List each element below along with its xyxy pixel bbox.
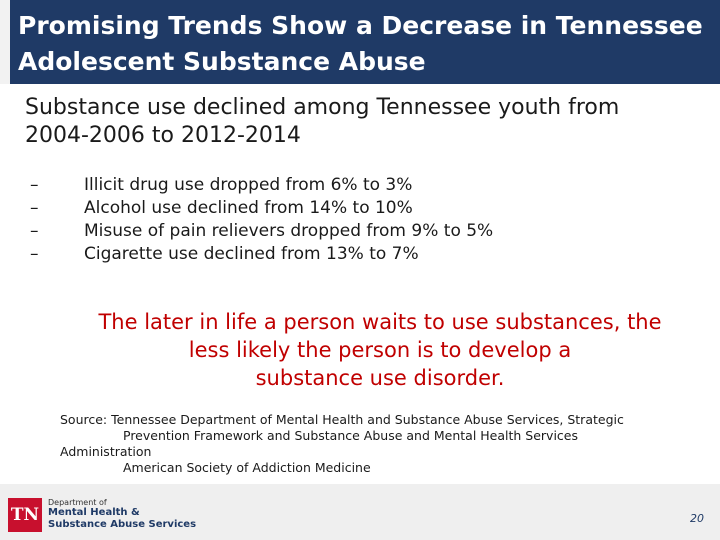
- footer-bar: [0, 484, 720, 540]
- title-bar: [0, 0, 720, 84]
- list-item-text: Alcohol use declined from 14% to 10%: [84, 198, 413, 218]
- bullet-dash: –: [30, 175, 39, 195]
- slide-title-line-2: Adolescent Substance Abuse: [18, 47, 426, 76]
- list-item-text: Cigarette use declined from 13% to 7%: [84, 244, 419, 264]
- list-item-text: Misuse of pain relievers dropped from 9%…: [84, 221, 494, 241]
- intro-text: Substance use declined among Tennessee y…: [25, 94, 705, 150]
- trend-list: – Illicit drug use dropped from 6% to 3%…: [30, 174, 670, 266]
- logo-text-line-1: Department of: [48, 498, 107, 507]
- list-item: – Alcohol use declined from 14% to 10%: [30, 197, 670, 220]
- logo-text-line-2: Mental Health &: [48, 507, 140, 518]
- slide-title-line-1: Promising Trends Show a Decrease in Tenn…: [18, 11, 703, 40]
- title-accent-strip: [0, 0, 10, 84]
- bullet-dash: –: [30, 244, 39, 264]
- source-line-2: Prevention Framework and Substance Abuse…: [123, 428, 578, 443]
- source-citation: Source: Tennessee Department of Mental H…: [60, 412, 710, 476]
- callout-text: The later in life a person waits to use …: [60, 308, 700, 392]
- department-logo: TN Department of Mental Health & Substan…: [8, 496, 208, 536]
- bullet-dash: –: [30, 198, 39, 218]
- intro-line-1: Substance use declined among Tennessee y…: [25, 95, 620, 120]
- tn-logo-icon: TN: [8, 498, 42, 532]
- list-item: – Illicit drug use dropped from 6% to 3%: [30, 174, 670, 197]
- source-line-3: Administration: [60, 444, 152, 459]
- source-line-1: Source: Tennessee Department of Mental H…: [60, 412, 624, 427]
- callout-line-1: The later in life a person waits to use …: [98, 310, 662, 334]
- list-item-text: Illicit drug use dropped from 6% to 3%: [84, 175, 413, 195]
- callout-line-3: substance use disorder.: [255, 366, 505, 390]
- bullet-dash: –: [30, 221, 39, 241]
- slide-title: Promising Trends Show a Decrease in Tenn…: [18, 8, 708, 80]
- list-item: – Cigarette use declined from 13% to 7%: [30, 243, 670, 266]
- intro-line-2: 2004-2006 to 2012-2014: [25, 123, 301, 148]
- page-number: 20: [690, 512, 704, 525]
- list-item: – Misuse of pain relievers dropped from …: [30, 220, 670, 243]
- logo-text-line-3: Substance Abuse Services: [48, 519, 197, 530]
- source-line-4: American Society of Addiction Medicine: [123, 460, 371, 475]
- callout-line-2: less likely the person is to develop a: [188, 338, 572, 362]
